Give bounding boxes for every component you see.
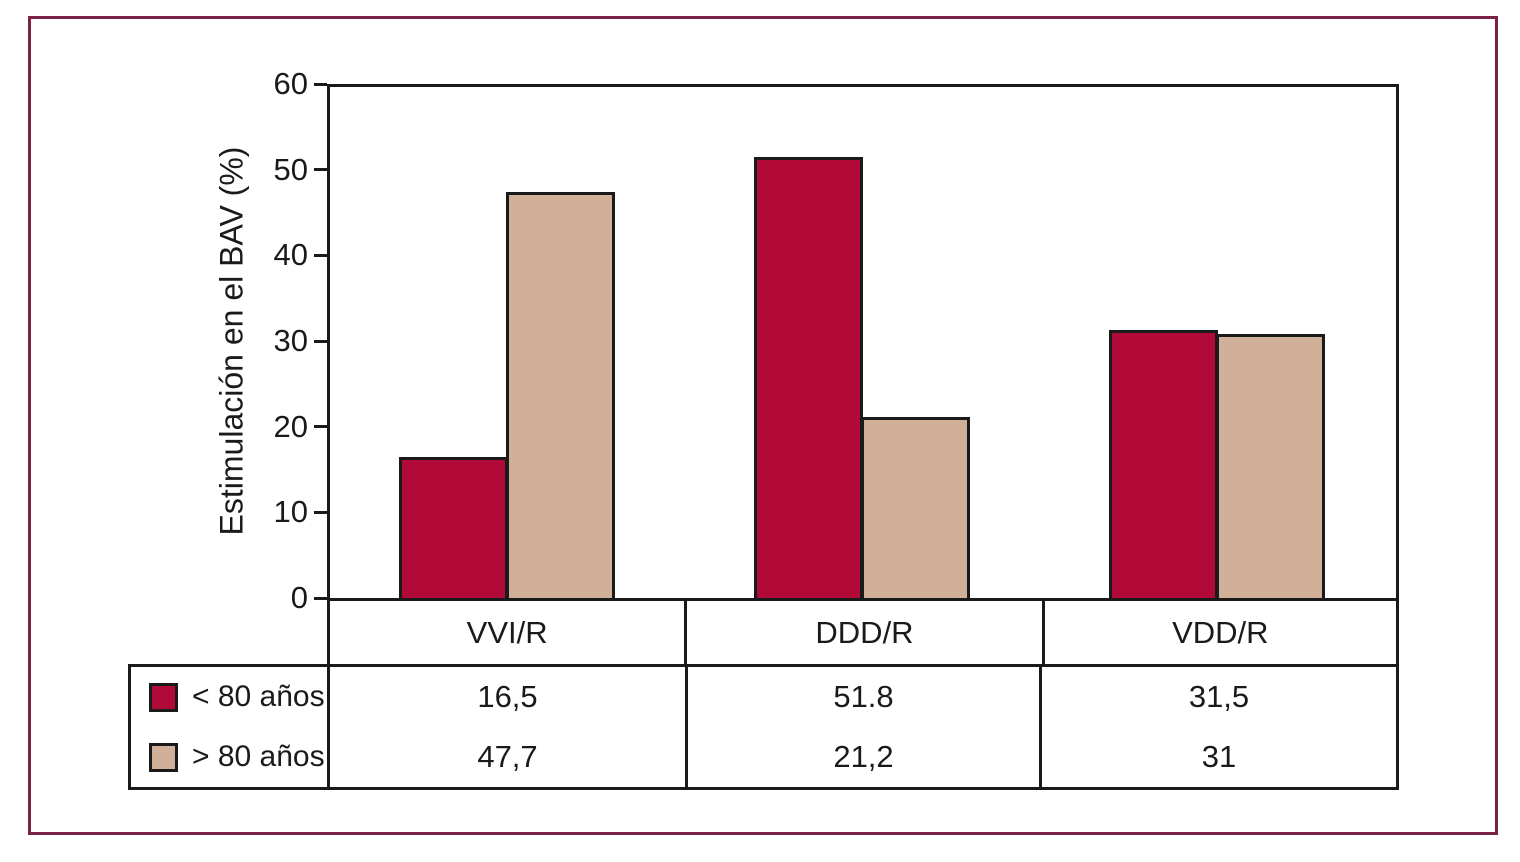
- y-tick-label: 0: [290, 580, 308, 615]
- y-tick-label: 60: [273, 66, 308, 101]
- table-value-vvi-r-80-a-os: 47,7: [327, 727, 685, 787]
- table-value-vdd-r-80-a-os: 31: [1039, 727, 1396, 787]
- y-tick-mark: [314, 510, 327, 514]
- bar-80-a-os-vvi-r: [505, 192, 615, 598]
- legend-item-80-a-os: > 80 años: [131, 727, 327, 787]
- y-tick-mark: [314, 339, 327, 343]
- legend-item-80-a-os: < 80 años: [131, 667, 327, 727]
- bar-80-a-os-vdd-r: [1109, 330, 1219, 598]
- category-label-vdd-r: VDD/R: [1041, 601, 1399, 664]
- y-tick-mark: [314, 425, 327, 429]
- y-tick-mark: [314, 82, 327, 86]
- y-tick-label: 10: [273, 494, 308, 530]
- bar-80-a-os-vvi-r: [398, 457, 508, 598]
- plot-area: [327, 84, 1399, 601]
- y-tick-label: 30: [273, 323, 308, 358]
- table-value-ddd-r-80-a-os: 21,2: [685, 727, 1039, 787]
- y-tick-label: 40: [273, 237, 308, 273]
- table-value-vdd-r-80-a-os: 31,5: [1039, 667, 1396, 727]
- table-value-vvi-r-80-a-os: 16,5: [327, 667, 685, 727]
- category-label-ddd-r: DDD/R: [684, 601, 1041, 664]
- bar-80-a-os-vdd-r: [1216, 334, 1326, 598]
- category-label-vvi-r: VVI/R: [327, 601, 684, 664]
- y-tick-mark: [314, 168, 327, 172]
- legend-label: > 80 años: [192, 740, 325, 773]
- legend-swatch-80-a-os: [149, 682, 178, 712]
- legend-label: < 80 años: [192, 680, 325, 713]
- y-tick-label: 20: [273, 408, 308, 444]
- data-table: < 80 años 16,5 51.8 31,5 > 80 años 47,7 21,2 31: [128, 664, 1399, 790]
- y-tick-label: 50: [273, 151, 308, 187]
- bar-80-a-os-ddd-r: [861, 417, 970, 598]
- y-tick-mark: [314, 253, 327, 257]
- y-tick-mark: [314, 596, 327, 600]
- legend-swatch-80-a-os: [149, 742, 178, 772]
- table-value-ddd-r-80-a-os: 51.8: [685, 667, 1039, 727]
- bar-80-a-os-ddd-r: [754, 157, 863, 598]
- category-axis: VVI/R DDD/R VDD/R: [327, 601, 1399, 664]
